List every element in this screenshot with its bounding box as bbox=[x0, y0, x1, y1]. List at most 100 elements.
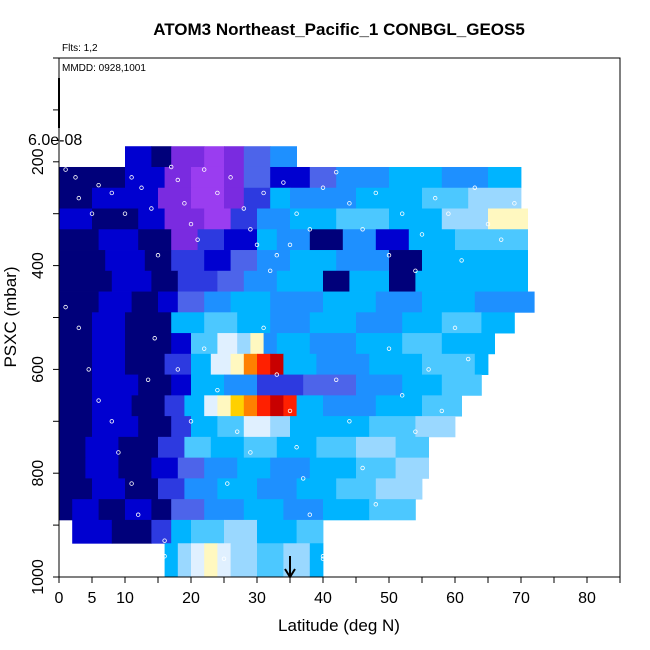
observation-point bbox=[152, 336, 157, 341]
observation-point bbox=[221, 556, 227, 562]
heatmap-cell bbox=[191, 333, 218, 355]
observation-point bbox=[320, 554, 326, 559]
heatmap-cell bbox=[151, 146, 172, 168]
observation-point bbox=[347, 419, 352, 424]
heatmap-cell bbox=[125, 499, 152, 521]
heatmap-cell bbox=[118, 457, 152, 479]
heatmap-cell bbox=[177, 291, 205, 313]
observation-point bbox=[452, 325, 458, 331]
heatmap-cell bbox=[59, 291, 99, 313]
observation-point bbox=[287, 242, 293, 248]
heatmap-cell bbox=[349, 270, 390, 292]
heatmap-cell bbox=[197, 229, 225, 251]
heatmap-cell bbox=[276, 436, 317, 459]
x-tick-label: 60 bbox=[446, 590, 464, 607]
heatmap-cell bbox=[59, 457, 86, 479]
heatmap-cell bbox=[375, 478, 423, 500]
observation-point bbox=[466, 356, 471, 362]
heatmap-cell bbox=[171, 333, 192, 355]
heatmap-cell bbox=[164, 543, 179, 578]
heatmap-cell bbox=[191, 374, 225, 396]
x-tick-label: 70 bbox=[512, 590, 530, 607]
heatmap-cell bbox=[243, 395, 258, 417]
observation-point bbox=[281, 180, 286, 185]
heatmap-cell bbox=[171, 416, 192, 438]
heatmap-cell bbox=[441, 166, 489, 189]
heatmap-cell bbox=[243, 187, 271, 209]
heatmap-cell bbox=[59, 353, 93, 375]
x-tick-label: 40 bbox=[314, 590, 332, 607]
heatmap-cell bbox=[204, 312, 238, 334]
heatmap-cell bbox=[243, 270, 278, 292]
heatmap-cell bbox=[151, 270, 179, 292]
observation-point bbox=[320, 556, 326, 562]
heatmap-cell bbox=[131, 395, 165, 417]
heatmap-cell bbox=[270, 146, 297, 168]
heatmap-cell bbox=[257, 519, 297, 544]
heatmap-cell bbox=[408, 229, 456, 251]
observation-point bbox=[294, 445, 299, 450]
heatmap-cell bbox=[125, 333, 172, 355]
heatmap-cell bbox=[356, 436, 396, 459]
heatmap-cell bbox=[59, 436, 86, 459]
heatmap-cell bbox=[455, 229, 528, 251]
heatmap-cell bbox=[356, 457, 396, 479]
observation-point bbox=[419, 232, 425, 237]
heatmap-cell bbox=[441, 312, 482, 334]
heatmap-cell bbox=[191, 519, 225, 544]
heatmap-cell bbox=[395, 457, 429, 479]
observation-point bbox=[386, 253, 392, 258]
y-axis-label: PSXC (mbar) bbox=[1, 266, 20, 367]
heatmap-cell bbox=[290, 208, 337, 230]
observation-point bbox=[182, 201, 187, 206]
observation-point bbox=[373, 190, 378, 196]
y-tick-label: 800 bbox=[30, 460, 47, 487]
heatmap-cell bbox=[283, 499, 324, 521]
heatmap-cell bbox=[204, 543, 218, 578]
heatmap-cell bbox=[92, 416, 139, 438]
flights-annotation: Flts: 1,2 bbox=[62, 43, 98, 54]
observation-point bbox=[274, 372, 279, 377]
heatmap-cell bbox=[92, 478, 126, 500]
observation-point bbox=[145, 377, 151, 382]
heatmap-cell bbox=[395, 436, 429, 459]
y-tick-label: 1000 bbox=[30, 559, 47, 595]
heatmap-cell bbox=[59, 250, 106, 272]
heatmap-cell bbox=[441, 374, 482, 396]
heatmap-cell bbox=[191, 353, 212, 375]
heatmap-cell bbox=[171, 250, 205, 272]
heatmap-cell bbox=[296, 519, 324, 544]
observation-point bbox=[413, 429, 418, 434]
heatmap-cell bbox=[375, 291, 423, 313]
heatmap-cell bbox=[78, 166, 126, 189]
heatmap-cell bbox=[323, 416, 370, 438]
observation-point bbox=[96, 182, 101, 188]
heatmap-cell bbox=[402, 374, 443, 396]
observation-point bbox=[254, 242, 260, 248]
observation-point bbox=[472, 185, 477, 190]
heatmap-cell bbox=[224, 166, 245, 189]
heatmap-cell bbox=[309, 229, 344, 251]
observation-point bbox=[63, 167, 68, 172]
observation-point bbox=[386, 346, 392, 351]
heatmap-cell bbox=[296, 478, 337, 500]
heatmap-cell bbox=[283, 353, 317, 375]
heatmap-cell bbox=[243, 499, 284, 521]
heatmap-cell bbox=[72, 519, 113, 544]
heatmap-cell bbox=[389, 270, 416, 292]
observation-point bbox=[225, 481, 230, 486]
heatmap-cell bbox=[158, 187, 192, 209]
observation-point bbox=[248, 450, 253, 455]
heatmap-cell bbox=[270, 395, 284, 417]
x-tick-label: 5 bbox=[88, 590, 97, 607]
x-tick-label: 30 bbox=[248, 590, 266, 607]
x-axis-ticks: 0 5 10 20 30 40 50 60 70 80 bbox=[55, 577, 621, 607]
heatmap-cell bbox=[369, 416, 416, 438]
x-tick-label: 50 bbox=[380, 590, 398, 607]
observation-point bbox=[241, 206, 246, 211]
y-tick-label: 400 bbox=[30, 252, 47, 279]
heatmap-cell bbox=[250, 333, 264, 355]
heatmap-cell bbox=[224, 519, 258, 544]
heatmap-cell bbox=[111, 270, 152, 292]
heatmap-cell bbox=[158, 436, 185, 459]
